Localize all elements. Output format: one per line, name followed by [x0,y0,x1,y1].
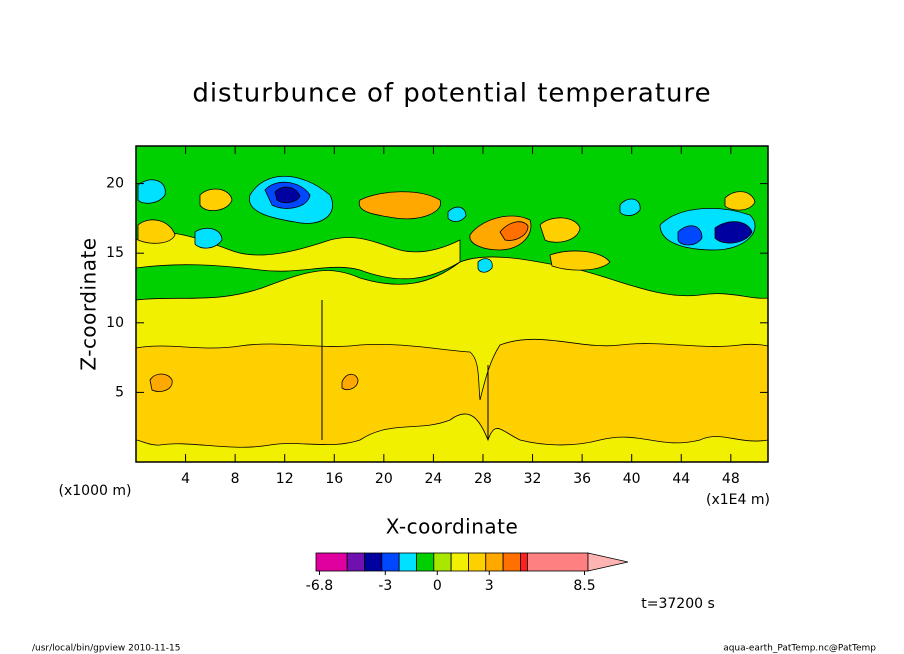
contour-fill [274,186,301,204]
y-unit: (x1000 m) [59,483,132,499]
contour-fill [199,188,233,211]
colorbar-segment [398,552,417,572]
colorbar-segment [364,552,383,572]
y-axis-label: Z-coordinate [77,237,101,370]
colorbar-tick-label: 0 [433,578,442,594]
x-tick-label: 8 [231,471,240,487]
contour-fill [539,217,581,243]
contour-fill [358,191,441,220]
contour-fill [341,373,359,390]
contour-fill [549,250,611,271]
x-tick-label: 32 [524,471,542,487]
annotation: t=37200 s [641,596,715,612]
y-tick-label: 20 [106,176,124,192]
x-tick-label: 44 [672,471,690,487]
contour-fill [477,258,493,273]
contour-fill [194,227,223,249]
contour-fill [499,221,529,241]
colorbar-segment [502,552,521,572]
x-tick-label: 36 [573,471,591,487]
x-tick-label: 20 [375,471,393,487]
colorbar-segment [381,552,400,572]
footer-left: /usr/local/bin/gpview 2010-11-15 [32,644,180,654]
contour-fill [137,219,176,244]
contour-fill [149,373,173,392]
contour-fill [714,221,753,244]
colorbar-extension [587,552,629,572]
contour-fill [137,179,166,204]
footer-right: aqua-earth_PatTemp.nc@PatTemp [723,644,876,654]
x-axis-label: X-coordinate [386,515,519,539]
x-tick-label: 48 [722,471,740,487]
contour-fill [619,198,641,216]
x-tick-label: 4 [181,471,190,487]
colorbar-segment [520,552,528,572]
contour-fill [724,191,756,211]
x-tick-label: 40 [623,471,641,487]
contour-fill [677,225,703,246]
colorbar-tick-label: 3 [485,578,494,594]
colorbar-segment [433,552,452,572]
colorbar-segment [315,552,348,572]
x-tick-label: 24 [424,471,442,487]
y-tick-label: 10 [106,315,124,331]
colorbar-segment [346,552,365,572]
x-tick-label: 16 [325,471,343,487]
colorbar-segment [526,552,589,572]
contour-fill [135,338,769,462]
chart-title: disturbunce of potential temperature [192,79,711,109]
contour-field [135,146,769,463]
x-tick-label: 28 [474,471,492,487]
colorbar-tick-label: -3 [378,578,392,594]
contour-fill [135,232,461,280]
y-tick-label: 5 [115,384,124,400]
plot-frame [135,145,769,463]
colorbar-tick-label: -6.8 [306,578,333,594]
x-tick-label: 12 [276,471,294,487]
colorbar-tick-label: 8.5 [573,578,595,594]
colorbar-segment [485,552,504,572]
contour-fill [447,206,467,222]
colorbar-segment [468,552,487,572]
colorbar-segment [450,552,469,572]
y-tick-label: 15 [106,245,124,261]
colorbar-segment [416,552,435,572]
x-unit: (x1E4 m) [706,492,770,508]
